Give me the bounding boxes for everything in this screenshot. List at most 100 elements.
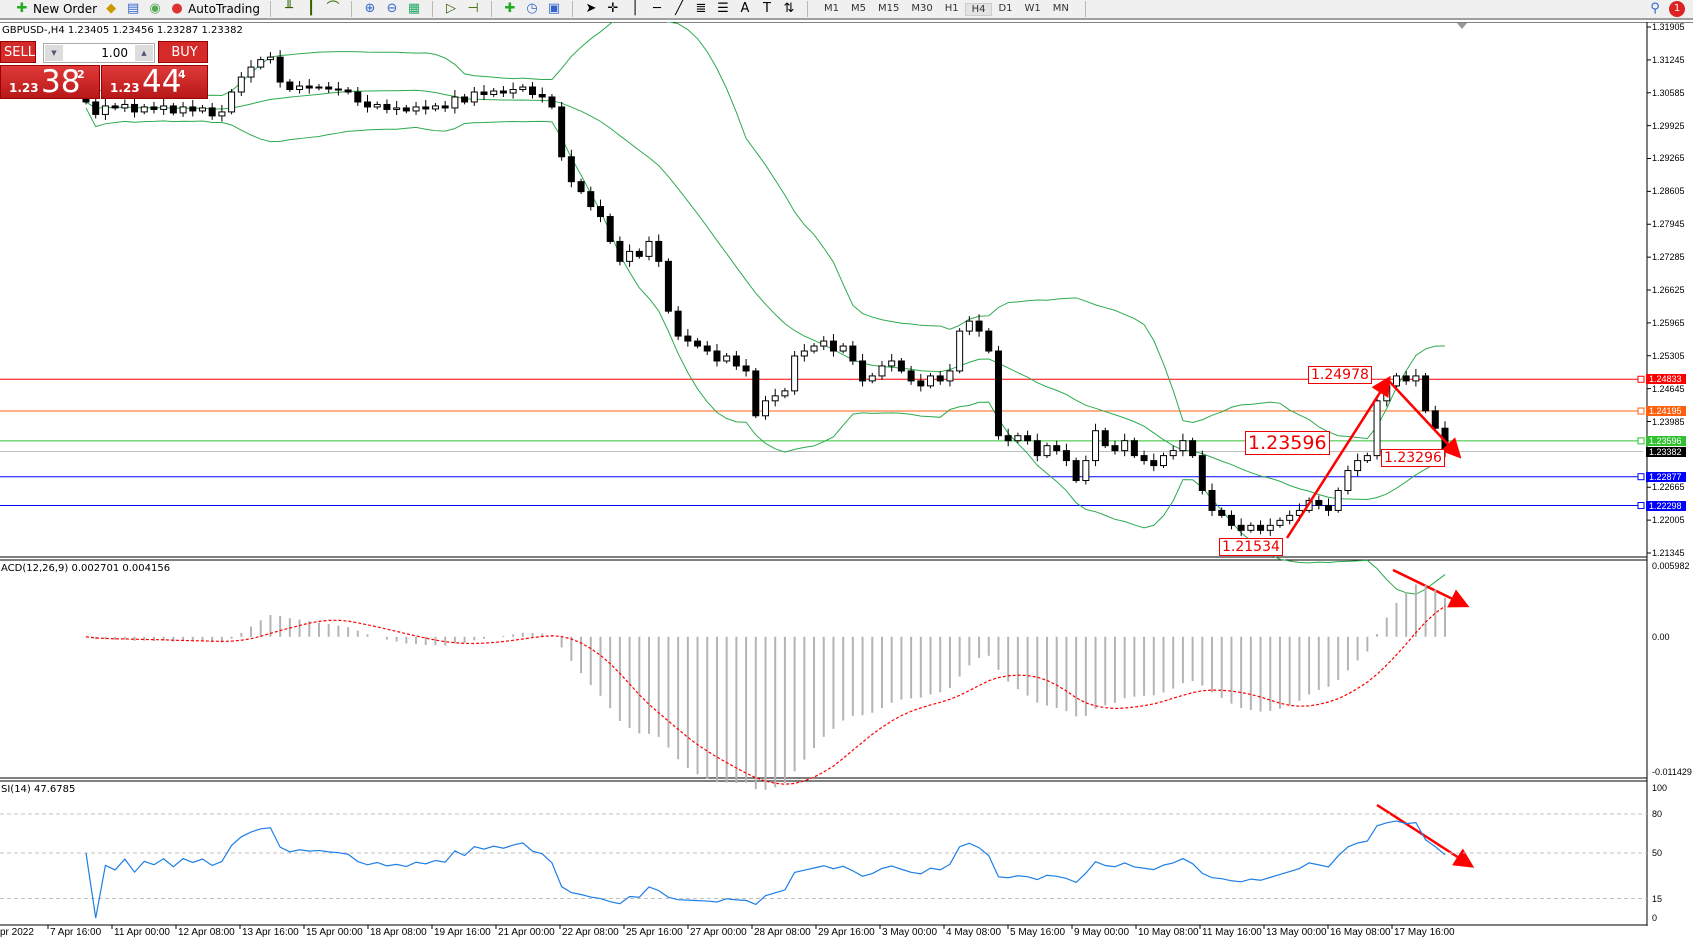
downtrend-arrow <box>1387 379 1462 459</box>
buy-button[interactable]: BUY <box>158 41 208 63</box>
vertical-line-icon[interactable]: │ <box>631 1 639 16</box>
timeframe-h4[interactable]: H4 <box>964 2 993 16</box>
level-handle <box>1637 437 1645 445</box>
bear-candle-body <box>422 106 430 110</box>
candle <box>917 373 925 392</box>
notification-badge[interactable]: 1 <box>1669 1 1685 17</box>
fibonacci-icon[interactable]: ☰ <box>717 1 729 16</box>
annotation-high[interactable]: 1.24978 <box>1308 366 1372 384</box>
annotation-current[interactable]: 1.23296 <box>1381 449 1445 467</box>
timeframe-m5[interactable]: M5 <box>850 2 866 14</box>
bollinger-upper-band <box>85 22 1446 440</box>
bar-chart-icon[interactable]: ╨ <box>285 1 293 16</box>
bear-candle-body <box>276 56 284 83</box>
time-axis-label: 19 Apr 16:00 <box>434 927 491 938</box>
bear-candle-body <box>1227 514 1235 526</box>
timeframe-m30[interactable]: M30 <box>911 2 933 14</box>
price-level-tag: 1.23382 <box>1646 447 1686 457</box>
annotation-level[interactable]: 1.23596 <box>1245 431 1330 455</box>
bear-candle-body <box>1062 450 1070 462</box>
price-axis-label: 1.22005 <box>1652 515 1685 525</box>
candle <box>101 98 109 120</box>
price-level-tag: 1.24833 <box>1646 374 1686 384</box>
candle <box>1286 510 1294 525</box>
bull-candle-body <box>1159 455 1167 467</box>
text-label-icon[interactable]: T <box>763 1 771 16</box>
zoom-out-icon[interactable]: ⊖ <box>386 1 398 16</box>
bear-candle-body <box>169 105 177 114</box>
macd-axis-label: -0.011429 <box>1652 767 1692 777</box>
lot-size-input[interactable]: ▼ 1.00 ▲ <box>43 43 155 63</box>
candle <box>1082 455 1090 485</box>
candle <box>732 351 740 370</box>
periods-clock-icon[interactable]: ◷ <box>526 1 538 16</box>
zoom-in-icon[interactable]: ⊕ <box>364 1 376 16</box>
bull-candle-body <box>1082 460 1090 482</box>
bear-candle-body <box>305 85 313 89</box>
timeframe-m15[interactable]: M15 <box>877 2 900 14</box>
bear-candle-body <box>1257 524 1265 531</box>
line-chart-icon[interactable]: ⌒ <box>326 1 340 16</box>
candle <box>567 149 575 188</box>
candle <box>286 79 294 92</box>
autotrading-button[interactable]: ● AutoTrading <box>169 1 260 17</box>
timeframe-m1[interactable]: M1 <box>823 2 839 14</box>
autoscroll-icon[interactable]: ▷ <box>445 1 456 16</box>
chart-shift-icon[interactable]: ⊣ <box>467 1 479 16</box>
rsi-axis-label: 50 <box>1652 848 1663 858</box>
equidistant-channel-icon[interactable]: ≣ <box>695 1 707 16</box>
rsi-line <box>85 820 1446 919</box>
candle <box>247 60 255 83</box>
bear-candle-body <box>985 330 993 352</box>
templates-icon[interactable]: ▣ <box>547 1 561 16</box>
market-watch-icon[interactable]: ◆ <box>106 1 117 16</box>
timeframe-d1[interactable]: D1 <box>998 2 1013 14</box>
timeframe-w1[interactable]: W1 <box>1024 2 1041 14</box>
separator <box>269 1 271 17</box>
candle <box>1111 440 1119 455</box>
bear-candle-body <box>499 90 507 94</box>
bear-candle-body <box>1024 435 1032 442</box>
annotation-low[interactable]: 1.21534 <box>1219 538 1283 556</box>
candle <box>470 87 478 106</box>
bull-candle-body <box>1121 440 1129 452</box>
bear-candle-body <box>1033 440 1041 457</box>
trendline-icon[interactable]: ╱ <box>675 1 683 16</box>
bear-candle-body <box>703 345 711 352</box>
candle <box>1257 520 1265 535</box>
sell-button[interactable]: SELL <box>0 41 36 63</box>
cursor-icon[interactable]: ➤ <box>585 1 597 16</box>
bull-candle-body <box>626 250 634 262</box>
navigator-icon[interactable]: ▤ <box>126 1 140 16</box>
candle <box>975 314 983 337</box>
macd-axis-label: 0.005982 <box>1652 561 1690 571</box>
candle <box>160 98 168 116</box>
text-icon[interactable]: A <box>740 1 750 16</box>
bear-candle-body <box>674 310 682 337</box>
lot-increase-icon[interactable]: ▲ <box>135 45 153 61</box>
candlestick-icon[interactable]: ┃ <box>307 1 315 16</box>
candle <box>1159 452 1167 468</box>
candle <box>897 357 905 374</box>
horizontal-line-icon[interactable]: ─ <box>653 1 661 16</box>
timeframe-mn[interactable]: MN <box>1052 2 1069 14</box>
timeframe-h1[interactable]: H1 <box>944 2 959 14</box>
bull-candle-body <box>1179 440 1187 452</box>
tile-windows-icon[interactable]: ▦ <box>407 1 421 16</box>
signals-icon[interactable]: ◉ <box>149 1 161 16</box>
candle <box>936 370 944 385</box>
bear-candle-body <box>1101 430 1109 447</box>
crosshair-icon[interactable]: ✛ <box>607 1 619 16</box>
macd-signal-line <box>85 605 1446 785</box>
candle <box>849 341 857 365</box>
indicators-icon[interactable]: ✚ <box>504 1 516 16</box>
search-icon[interactable]: ⚲ <box>1650 1 1660 16</box>
lot-decrease-icon[interactable]: ▼ <box>45 45 63 61</box>
candle <box>1004 428 1012 447</box>
arrows-icon[interactable]: ⇅ <box>783 1 795 16</box>
ask-price[interactable]: 1.23 44 4 <box>101 64 208 100</box>
bid-price[interactable]: 1.23 38 2 <box>0 64 100 100</box>
bull-candle-body <box>101 105 109 115</box>
new-order-button[interactable]: ✚ New Order <box>14 1 98 17</box>
chart-canvas[interactable] <box>0 22 1693 941</box>
